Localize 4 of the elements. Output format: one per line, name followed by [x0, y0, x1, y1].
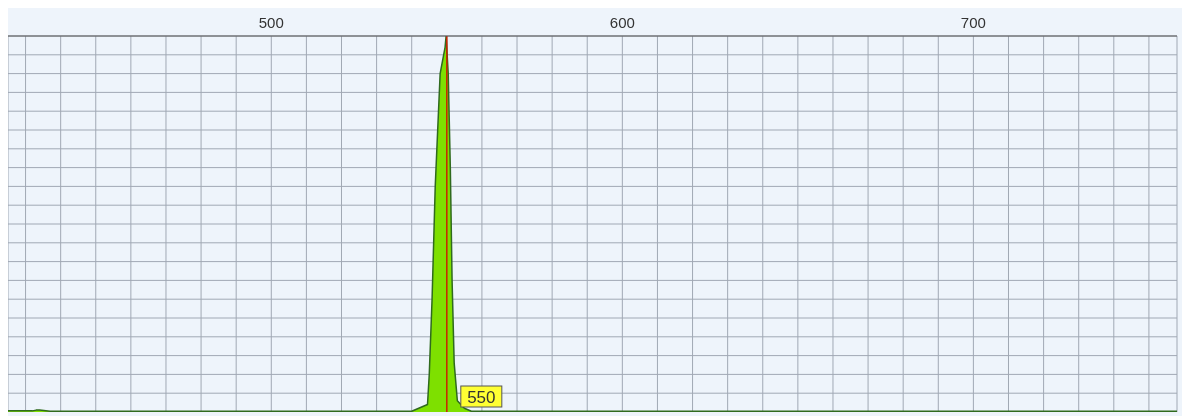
x-tick-label: 700: [960, 14, 986, 31]
x-tick-label: 500: [258, 14, 284, 31]
x-tick-label: 600: [609, 14, 635, 31]
ref-line-label: 550: [467, 388, 496, 407]
